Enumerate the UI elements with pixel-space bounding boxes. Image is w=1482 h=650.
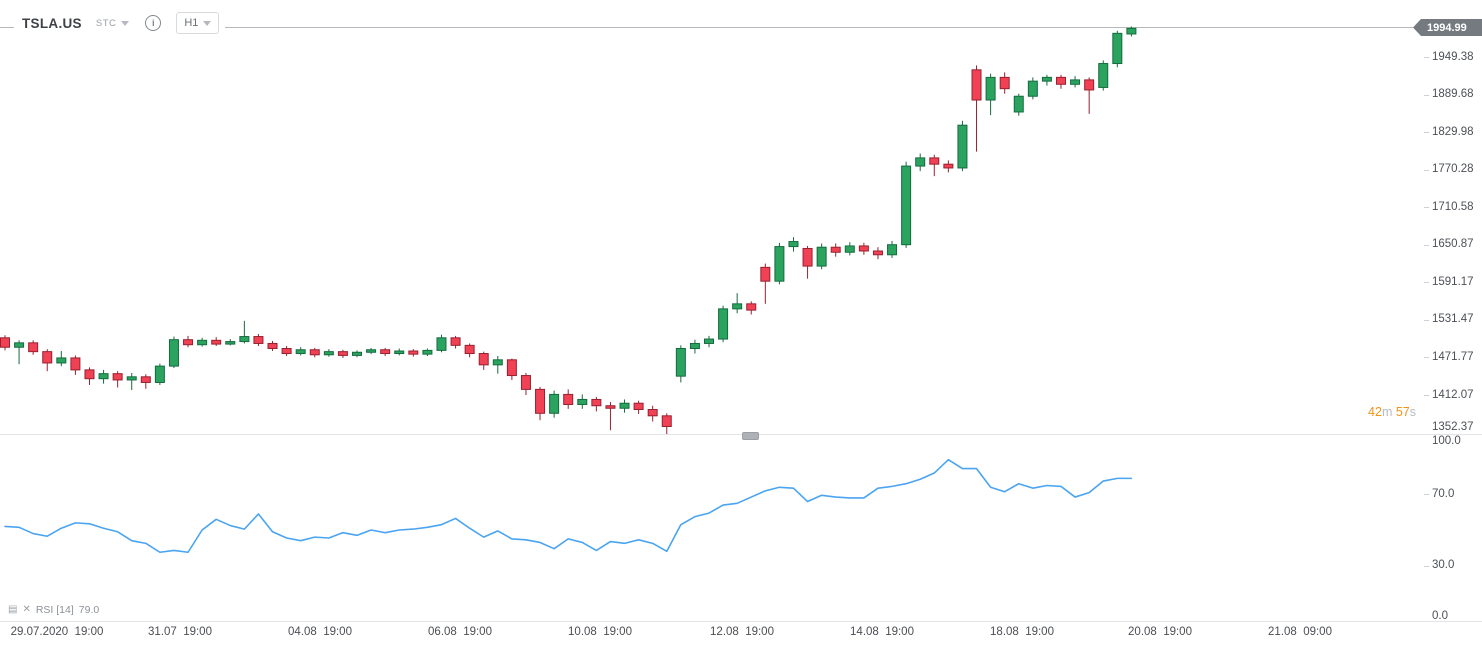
indicator-remove-icon[interactable]: ✕ [22, 604, 31, 615]
price-axis-tick: 1471.77 [1432, 350, 1474, 363]
timeframe-label: H1 [184, 17, 199, 29]
symbol-name: TSLA.US [22, 15, 82, 31]
panel-resize-handle[interactable] [742, 432, 759, 440]
tick-mark [1424, 94, 1429, 96]
time-axis-label: 04.08 19:00 [288, 626, 352, 638]
timeframe-button[interactable]: H1 [176, 12, 220, 34]
price-axis-tick: 1710.58 [1432, 200, 1474, 213]
time-axis-label: 29.07.2020 19:00 [10, 626, 104, 638]
tick-mark [1424, 282, 1429, 284]
countdown-minutes-unit: m [1381, 405, 1393, 419]
price-axis-tick: 1949.38 [1432, 50, 1474, 63]
time-axis-label: 14.08 19:00 [850, 626, 914, 638]
time-axis-label: 10.08 19:00 [568, 626, 632, 638]
candle-countdown: 42m 57s [1368, 405, 1416, 419]
tick-mark [1424, 395, 1429, 396]
rsi-axis-tick: 100.0 [1432, 434, 1461, 447]
time-axis-label: 06.08 19:00 [428, 626, 492, 638]
indicator-value: 79.0 [78, 604, 100, 616]
countdown-minutes: 42 [1368, 405, 1382, 419]
price-axis-tick: 1770.28 [1432, 163, 1474, 176]
rsi-axis-tick: 30.0 [1432, 559, 1455, 572]
time-axis-label: 20.08 19:00 [1128, 626, 1192, 638]
countdown-seconds: 57 [1395, 405, 1410, 419]
chevron-down-icon[interactable] [121, 20, 130, 26]
chevron-down-icon [203, 20, 212, 26]
time-axis-label: 12.08 19:00 [710, 626, 774, 638]
rsi-axis-tick: 0.0 [1432, 609, 1448, 622]
rsi-axis-tick: 70.0 [1432, 487, 1455, 500]
price-axis-tick: 1531.47 [1432, 313, 1474, 326]
tick-mark [1424, 565, 1429, 567]
current-price-tag: 1994.99 [1413, 19, 1482, 36]
indicator-settings-icon[interactable]: ▤ [8, 604, 18, 615]
tick-mark [1424, 357, 1429, 359]
instrument-header: TSLA.US STC i H1 [14, 10, 226, 36]
tick-mark [1424, 132, 1429, 134]
time-axis-label: 31.07 19:00 [148, 626, 212, 638]
symbol-type-dropdown[interactable]: STC [95, 17, 117, 29]
time-axis-separator [0, 621, 1482, 622]
current-price-value: 1994.99 [1427, 21, 1467, 34]
countdown-seconds-unit: s [1409, 405, 1416, 419]
indicator-legend: ▤ ✕ RSI [14] 79.0 [8, 604, 99, 616]
price-axis-tick: 1829.98 [1432, 125, 1474, 138]
time-axis-label: 21.08 09:00 [1268, 626, 1332, 638]
price-axis-tick: 1650.87 [1432, 238, 1474, 251]
tick-mark [1424, 319, 1429, 321]
tick-mark [1424, 244, 1429, 246]
price-axis-tick: 1352.37 [1432, 420, 1474, 433]
tick-mark [1424, 207, 1429, 209]
price-axis-tick: 1591.17 [1432, 275, 1474, 288]
info-icon[interactable]: i [145, 15, 162, 31]
indicator-label: RSI [14] [35, 604, 74, 616]
price-axis-tick: 1412.07 [1432, 388, 1474, 401]
panel-separator[interactable] [0, 434, 1482, 435]
time-axis-label: 18.08 19:00 [990, 626, 1054, 638]
tick-mark [1424, 494, 1429, 496]
tick-mark [1424, 57, 1429, 58]
price-axis-tick: 1889.68 [1432, 88, 1474, 101]
tick-mark [1424, 169, 1429, 171]
